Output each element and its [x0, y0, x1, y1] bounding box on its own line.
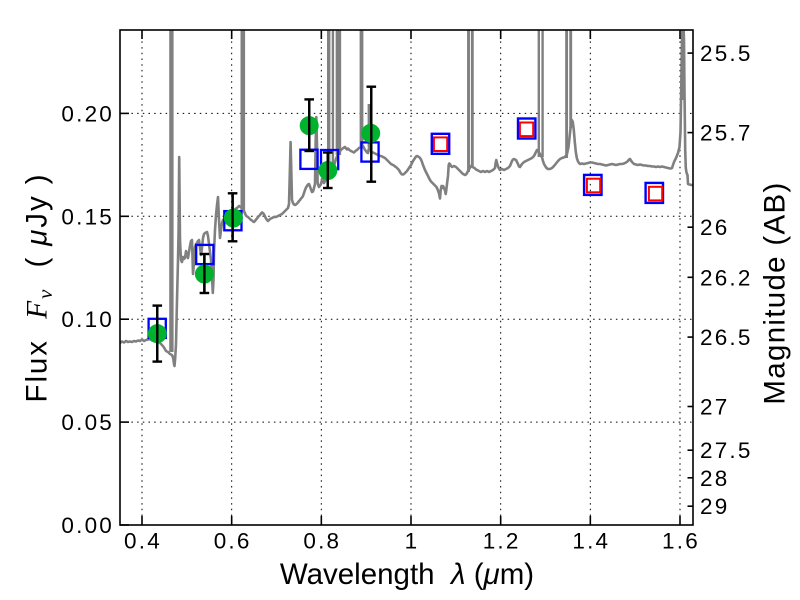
svg-text:1.6: 1.6	[662, 529, 700, 554]
svg-text:0.8: 0.8	[303, 529, 341, 554]
svg-text:0.20: 0.20	[61, 101, 114, 126]
svg-text:26.5: 26.5	[700, 325, 753, 350]
svg-text:25.7: 25.7	[700, 121, 753, 146]
svg-text:1: 1	[405, 529, 420, 554]
svg-text:0.15: 0.15	[61, 204, 114, 229]
svg-text:0.6: 0.6	[214, 529, 252, 554]
svg-text:1.4: 1.4	[572, 529, 610, 554]
svg-text:25.5: 25.5	[700, 41, 753, 66]
svg-text:27: 27	[700, 395, 729, 420]
svg-text:29: 29	[700, 494, 729, 519]
svg-text:Magnitude (AB): Magnitude (AB)	[759, 181, 792, 404]
svg-text:27.5: 27.5	[700, 438, 753, 463]
svg-text:0.00: 0.00	[61, 513, 114, 538]
svg-text:28: 28	[700, 466, 729, 491]
svg-text:Flux Fν ( μJy ): Flux Fν ( μJy )	[21, 173, 58, 403]
svg-text:1.2: 1.2	[483, 529, 521, 554]
svg-text:26.2: 26.2	[700, 265, 753, 290]
svg-text:26: 26	[700, 215, 729, 240]
svg-text:Wavelength λ (μm): Wavelength λ (μm)	[280, 558, 534, 591]
svg-text:0.05: 0.05	[61, 410, 114, 435]
svg-text:0.4: 0.4	[124, 529, 162, 554]
svg-text:0.10: 0.10	[61, 307, 114, 332]
